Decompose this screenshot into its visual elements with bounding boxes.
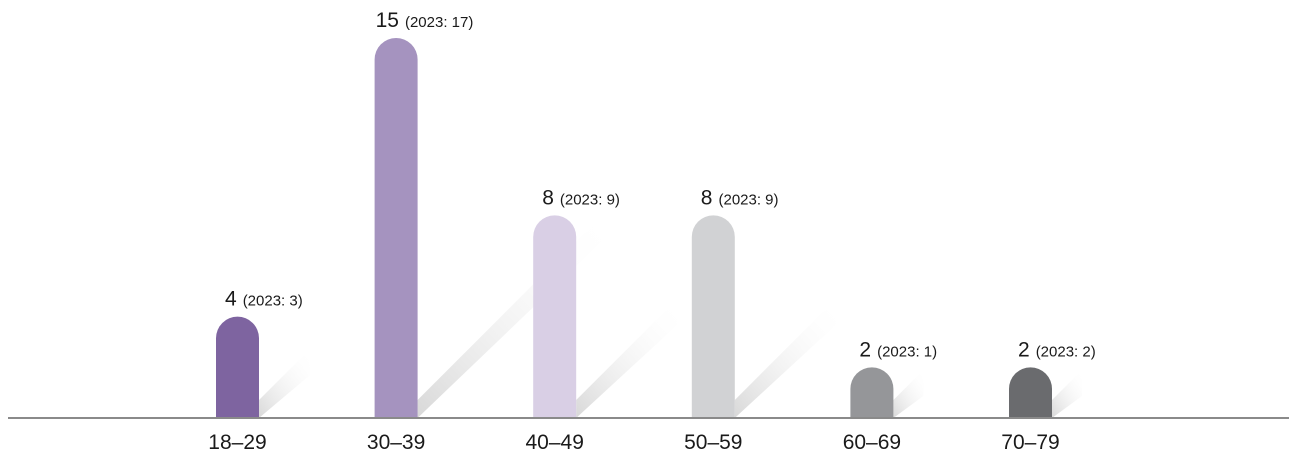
value-label: 2 (2023: 2) (1018, 338, 1096, 361)
category-labels: 18–29 30–39 40–49 50–59 60–69 70–79 (208, 431, 1059, 451)
value-previous: (2023: 17) (405, 14, 473, 31)
value-main: 2 (859, 338, 871, 361)
bar-shadow (1052, 370, 1082, 418)
value-labels: 4 (2023: 3) 15 (2023: 17) 8 (2023: 9) 8 (2023: … (225, 9, 1096, 361)
value-previous: (2023: 1) (877, 343, 937, 360)
value-previous: (2023: 9) (718, 191, 778, 208)
category-label: 30–39 (367, 431, 425, 451)
value-main: 8 (701, 186, 713, 209)
value-label: 8 (2023: 9) (701, 186, 779, 209)
value-label: 15 (2023: 17) (376, 9, 474, 32)
value-previous: (2023: 2) (1036, 343, 1096, 360)
category-label: 60–69 (843, 431, 901, 451)
bar-shadow (734, 298, 837, 418)
value-main: 8 (542, 186, 554, 209)
value-label: 4 (2023: 3) (225, 288, 303, 311)
bar (216, 316, 259, 418)
bar (1009, 367, 1052, 418)
bar-shadow (893, 370, 924, 418)
category-label: 70–79 (1001, 431, 1059, 451)
bar-shadow (576, 298, 678, 418)
value-label: 2 (2023: 1) (859, 338, 937, 361)
value-main: 15 (376, 9, 399, 32)
bar (533, 215, 577, 418)
bar-shadow (259, 349, 310, 418)
bar (691, 215, 735, 418)
bar (850, 367, 894, 418)
category-label: 40–49 (525, 431, 583, 451)
value-main: 2 (1018, 338, 1030, 361)
category-label: 50–59 (684, 431, 742, 451)
value-previous: (2023: 9) (560, 191, 620, 208)
value-main: 4 (225, 288, 237, 311)
category-label: 18–29 (208, 431, 266, 451)
bars (216, 37, 1052, 418)
bar-shadow (417, 210, 608, 418)
value-previous: (2023: 3) (243, 293, 303, 310)
bar (374, 37, 418, 418)
value-label: 8 (2023: 9) (542, 186, 620, 209)
